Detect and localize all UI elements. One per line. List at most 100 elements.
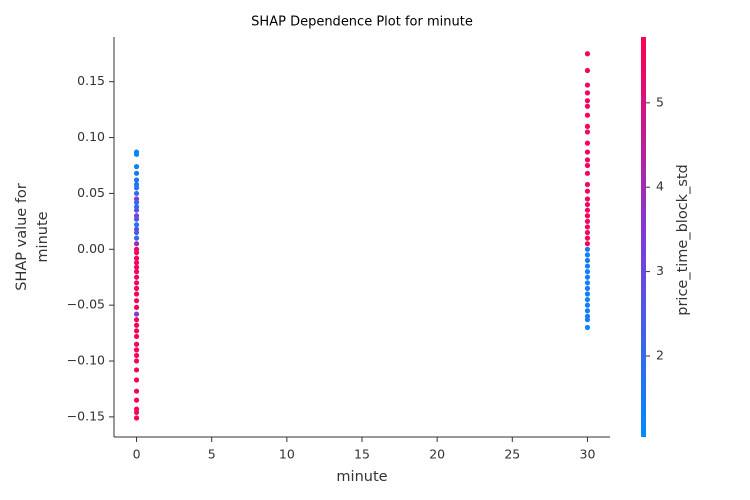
- point: [133, 298, 140, 304]
- point: [584, 90, 591, 96]
- y-tick-label: 0.00: [77, 241, 105, 256]
- point: [584, 308, 591, 314]
- point: [133, 367, 140, 373]
- point: [133, 377, 140, 383]
- x-tick-label: 25: [504, 447, 520, 462]
- point: [133, 274, 140, 280]
- colorbar-tick-label: 5: [656, 94, 664, 109]
- point: [133, 341, 140, 347]
- point: [584, 269, 591, 275]
- point: [584, 207, 591, 213]
- point: [133, 388, 140, 394]
- point: [584, 82, 591, 88]
- point: [133, 199, 140, 205]
- point: [584, 241, 591, 247]
- point: [133, 397, 140, 403]
- point: [584, 280, 591, 286]
- point: [584, 112, 591, 118]
- point: [584, 235, 591, 241]
- point: [584, 201, 591, 208]
- point: [584, 229, 591, 236]
- x-tick-label: 10: [279, 447, 295, 462]
- y-tick-label: 0.10: [77, 129, 105, 144]
- point: [133, 216, 140, 222]
- point: [584, 170, 591, 176]
- point: [133, 222, 140, 228]
- point: [584, 51, 591, 57]
- point: [584, 213, 591, 219]
- colorbar-label: price_time_block_std: [675, 164, 691, 316]
- y-axis-label: SHAP value for: [14, 183, 30, 291]
- colorbar-tick-label: 2: [656, 347, 664, 362]
- point: [584, 140, 591, 146]
- x-tick-label: 0: [133, 447, 141, 462]
- point: [133, 285, 140, 291]
- y-tick-label: −0.10: [67, 353, 105, 368]
- point: [133, 322, 140, 328]
- y-tick-label: 0.15: [77, 73, 105, 88]
- point: [584, 218, 591, 224]
- point: [133, 311, 140, 317]
- point: [584, 317, 591, 323]
- point: [584, 149, 591, 155]
- point: [584, 252, 591, 258]
- point: [133, 280, 140, 286]
- point: [133, 177, 140, 183]
- point: [133, 151, 140, 157]
- point: [133, 269, 140, 275]
- y-tick-label: −0.15: [67, 408, 105, 423]
- point: [133, 185, 140, 191]
- colorbar-tick-label: 4: [656, 179, 664, 194]
- point: [133, 164, 140, 170]
- x-tick-label: 30: [580, 447, 596, 462]
- point: [133, 255, 140, 261]
- point: [133, 328, 140, 334]
- y-tick-label: −0.05: [67, 297, 105, 312]
- point: [133, 352, 140, 359]
- point: [584, 103, 591, 109]
- point: [133, 347, 140, 353]
- point: [133, 264, 140, 270]
- point: [584, 188, 591, 194]
- x-tick-label: 5: [208, 447, 216, 462]
- point: [584, 291, 591, 297]
- x-tick-label: 15: [354, 447, 370, 462]
- point: [584, 246, 591, 252]
- point: [584, 162, 591, 169]
- point: [584, 296, 591, 303]
- chart-title: SHAP Dependence Plot for minute: [251, 15, 473, 30]
- point: [133, 241, 140, 247]
- y-axis-label: minute: [35, 211, 51, 262]
- point: [133, 250, 140, 256]
- point: [133, 304, 140, 310]
- point: [584, 302, 591, 308]
- x-axis-label: minute: [336, 469, 387, 485]
- point: [133, 409, 140, 416]
- colorbar: [641, 37, 646, 437]
- point: [584, 285, 591, 291]
- point: [584, 129, 591, 135]
- point: [584, 181, 591, 188]
- x-tick-label: 20: [429, 447, 445, 462]
- point: [584, 324, 591, 331]
- point: [133, 415, 140, 421]
- point: [133, 291, 140, 297]
- point: [584, 263, 591, 269]
- point: [584, 67, 591, 74]
- point: [584, 123, 591, 129]
- point: [584, 274, 591, 280]
- point: [133, 333, 140, 340]
- point: [133, 358, 140, 364]
- point: [584, 157, 591, 163]
- point: [133, 229, 140, 236]
- point: [584, 224, 591, 230]
- point: [133, 190, 140, 197]
- point: [133, 170, 140, 176]
- point: [133, 235, 140, 241]
- point: [133, 260, 140, 266]
- point: [584, 98, 591, 104]
- point: [584, 257, 591, 264]
- point: [133, 207, 140, 213]
- point: [133, 317, 140, 323]
